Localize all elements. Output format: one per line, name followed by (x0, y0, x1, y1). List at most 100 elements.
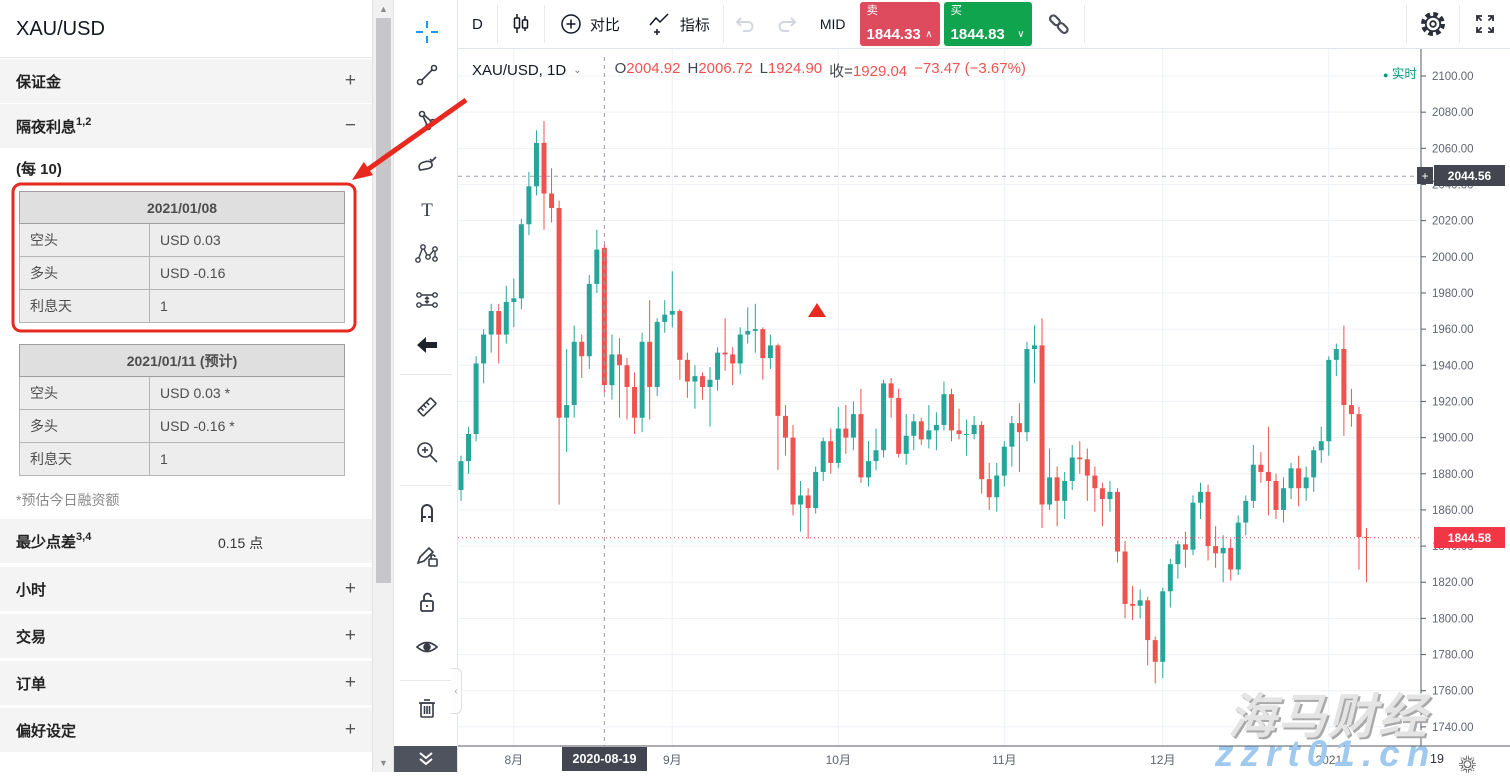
brush-tool[interactable] (412, 150, 442, 180)
stay-in-drawing-mode-tool[interactable] (412, 542, 442, 572)
indicators-button[interactable]: 指标 (633, 10, 723, 38)
spread-value: 0.15 点 (218, 535, 264, 551)
svg-text:1940.00: 1940.00 (1432, 360, 1474, 372)
chart-legend: XAU/USD, 1D ⌄ O2004.92 H2006.72 L1924.90… (472, 60, 1026, 81)
measure-ruler-tool[interactable] (412, 392, 442, 422)
interval-button[interactable]: D (472, 15, 483, 33)
svg-text:1920.00: 1920.00 (1432, 396, 1474, 408)
section-trading[interactable]: 交易 + (0, 614, 372, 658)
buy-button[interactable]: 买 1844.83 ∨ (943, 2, 1032, 46)
compare-button[interactable]: 对比 (545, 11, 633, 37)
fullscreen-button[interactable] (1460, 5, 1510, 43)
mid-price-toggle[interactable]: MID (819, 16, 846, 32)
watermark-site: zzrt01.cn (1215, 733, 1437, 774)
toolbar-divider (400, 374, 452, 375)
svg-text:2060.00: 2060.00 (1432, 143, 1474, 155)
chevron-down-icon[interactable]: ⌄ (573, 65, 582, 76)
chart-type-candles-button[interactable] (498, 5, 544, 43)
text-tool[interactable]: T (412, 195, 442, 225)
timescale-corner-label: 19 (1430, 752, 1444, 766)
gann-fib-tool[interactable] (412, 105, 442, 135)
realtime-status: ● 实时 (1383, 63, 1417, 82)
row-label: 利息天 (19, 289, 150, 323)
settings-gear-button[interactable] (1407, 5, 1459, 43)
buy-price: 1844.83 (950, 26, 1005, 43)
chart-canvas[interactable]: 2100.002080.002060.002040.002020.002000.… (458, 49, 1510, 776)
svg-text:2080.00: 2080.00 (1432, 107, 1474, 119)
divider (722, 5, 724, 43)
expand-plus-icon[interactable]: + (344, 625, 356, 646)
section-preferences[interactable]: 偏好设定 + (0, 708, 372, 752)
buy-caret-icon: ∨ (1017, 29, 1025, 40)
swap-table-date: 2021/01/11 (预计) (19, 344, 345, 377)
svg-text:1820.00: 1820.00 (1432, 577, 1474, 589)
divider (0, 57, 372, 58)
scrollbar-thumb[interactable] (376, 18, 391, 583)
panel-collapse-handle[interactable]: ‹ (451, 668, 462, 714)
expand-plus-icon[interactable]: + (344, 578, 356, 599)
row-value: 1 (149, 289, 345, 323)
scroll-down-icon[interactable]: ▼ (379, 758, 388, 768)
svg-text:1860.00: 1860.00 (1432, 505, 1474, 517)
toolbar-collapse-button[interactable] (394, 746, 457, 772)
section-label: 交易 (16, 628, 47, 646)
sun-icon: ☼ (1456, 748, 1479, 776)
section-label: 偏好设定 (16, 722, 77, 740)
svg-text:2020.00: 2020.00 (1432, 216, 1474, 228)
row-value: USD -0.16 (149, 256, 345, 290)
section-hours[interactable]: 小时 + (0, 567, 372, 611)
crosshair-price-badge: 2044.56 (1434, 165, 1505, 186)
swap-table-current: 2021/01/08 空头 USD 0.03 多头 USD -0.16 利息天 1 (19, 191, 345, 323)
arrow-marker-tool[interactable] (412, 330, 442, 360)
magnet-tool[interactable] (412, 497, 442, 527)
high-label: H (687, 60, 699, 77)
svg-text:1780.00: 1780.00 (1432, 650, 1474, 662)
xabcd-pattern-tool[interactable] (412, 239, 442, 269)
open-value: 2004.92 (626, 60, 681, 77)
crosshair-date-badge: 2020-08-19 (562, 747, 647, 771)
collapse-minus-icon[interactable]: − (344, 115, 356, 136)
section-label: 订单 (16, 675, 47, 693)
realtime-label: 实时 (1391, 67, 1417, 81)
trend-line-tool[interactable] (412, 60, 442, 90)
section-min-spread: 最少点差3,4 (0, 519, 372, 563)
projection-tool[interactable] (412, 285, 442, 315)
realtime-dot-icon: ● (1383, 70, 1389, 80)
svg-text:2100.00: 2100.00 (1432, 71, 1474, 83)
expand-plus-icon[interactable]: + (344, 672, 356, 693)
watermark-brand: 海马财经 (1228, 691, 1429, 744)
section-overnight-interest[interactable]: 隔夜利息1,2 − (0, 104, 372, 148)
crosshair-tool[interactable] (412, 17, 442, 47)
buy-label: 买 (950, 5, 963, 17)
symbol-info-sidebar: XAU/USD 保证金 + 隔夜利息1,2 − (每 10) 2021/01/0… (0, 0, 372, 772)
compare-plus-icon (561, 14, 581, 34)
svg-text:1760.00: 1760.00 (1432, 686, 1474, 698)
svg-text:1960.00: 1960.00 (1432, 324, 1474, 336)
sidebar-scrollbar[interactable]: ▲ ▼ (372, 0, 393, 772)
row-value: USD -0.16 * (149, 409, 345, 443)
row-value: USD 0.03 (149, 223, 345, 257)
indicators-icon (649, 13, 669, 35)
svg-text:12月: 12月 (1150, 753, 1175, 767)
sell-button[interactable]: 卖 1844.33 ∧ (859, 2, 940, 46)
lock-all-drawings-tool[interactable] (412, 587, 442, 617)
divider (1083, 5, 1085, 43)
hide-all-drawings-tool[interactable] (412, 632, 442, 662)
scroll-up-icon[interactable]: ▲ (379, 4, 388, 14)
candlestick-chart[interactable]: 2100.002080.002060.002040.002020.002000.… (458, 49, 1510, 772)
zoom-in-tool[interactable] (412, 437, 442, 467)
undo-button[interactable] (724, 5, 766, 43)
chart-topbar: D 对比 指标 MID 卖 1844.33 ∧ 买 1844.83 ∨ (458, 0, 1510, 49)
svg-text:1980.00: 1980.00 (1432, 288, 1474, 300)
link-chart-button[interactable] (1034, 5, 1084, 43)
expand-plus-icon[interactable]: + (344, 70, 356, 91)
expand-plus-icon[interactable]: + (344, 719, 356, 740)
remove-drawings-trash-tool[interactable] (412, 693, 442, 723)
redo-button[interactable] (766, 5, 808, 43)
section-orders[interactable]: 订单 + (0, 661, 372, 705)
legend-symbol[interactable]: XAU/USD, 1D (472, 62, 567, 79)
sell-price: 1844.33 (866, 26, 921, 43)
high-value: 2006.72 (698, 60, 753, 77)
section-margin[interactable]: 保证金 + (0, 59, 372, 103)
add-alert-plus-button[interactable]: + (1417, 167, 1433, 184)
